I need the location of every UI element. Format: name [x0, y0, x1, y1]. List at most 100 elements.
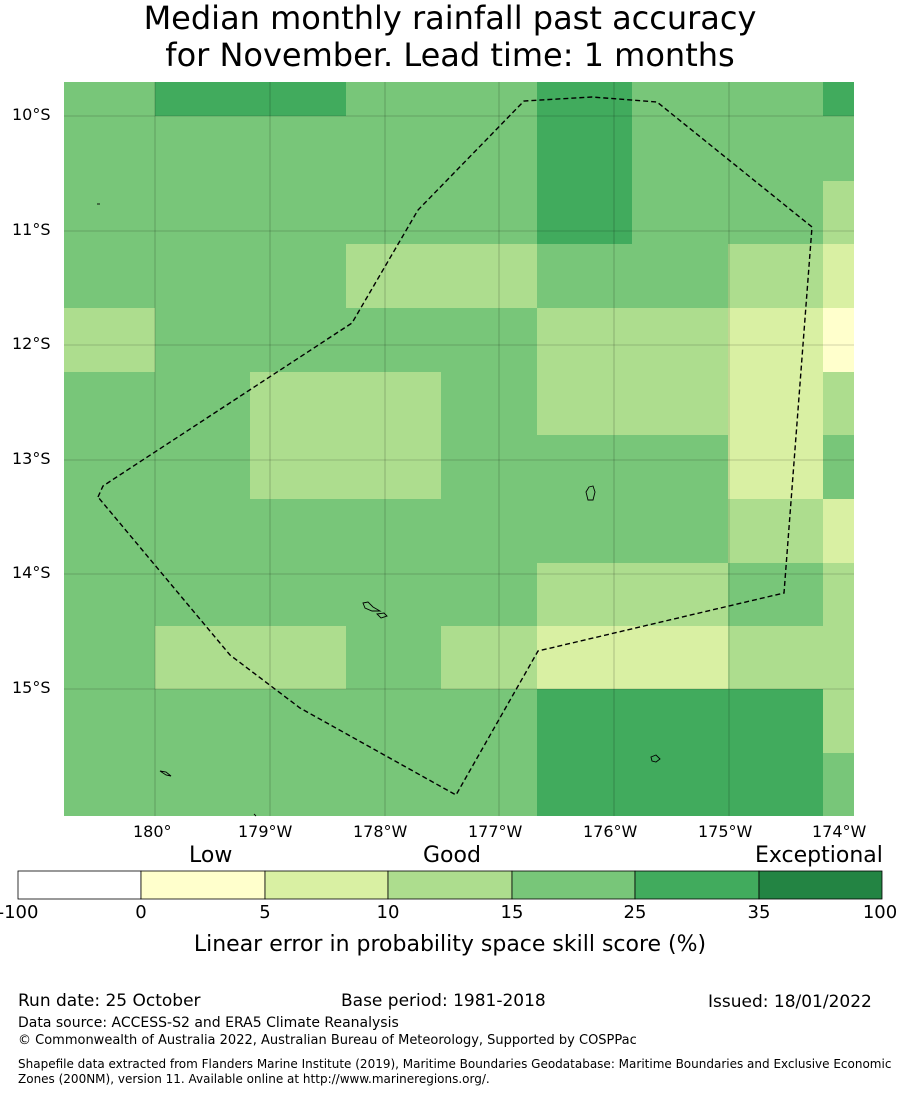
- colorbar-tick: 35: [747, 902, 771, 923]
- grid-cell: [250, 244, 346, 308]
- grid-cell: [64, 435, 155, 499]
- grid-cell: [441, 181, 537, 244]
- grid-cell: [155, 753, 250, 816]
- grid-cell: [537, 689, 632, 753]
- grid-cell: [346, 499, 441, 563]
- grid-cell: [155, 308, 250, 372]
- grid-cell: [728, 689, 823, 753]
- lon-label-176w: 176°W: [583, 822, 638, 841]
- grid-cell: [632, 753, 728, 816]
- grid-cell: [728, 82, 823, 116]
- colorbar-segment: [264, 870, 389, 900]
- colorbar-tick: 0: [135, 902, 147, 923]
- colorbar-category-good: Good: [423, 843, 481, 868]
- grid-cell: [728, 753, 823, 816]
- grid-cell: [823, 116, 854, 181]
- grid-cell: [441, 116, 537, 181]
- lon-label-175w: 175°W: [698, 822, 753, 841]
- grid-cell: [155, 435, 250, 499]
- colorbar: [17, 870, 883, 900]
- grid-cell: [250, 689, 346, 753]
- grid-cell: [632, 181, 728, 244]
- grid-cell: [155, 372, 250, 435]
- islands: [97, 203, 661, 817]
- grid-cell: [441, 626, 537, 689]
- grid-cell: [155, 563, 250, 626]
- grid-cell: [346, 753, 441, 816]
- colorbar-segment: [758, 870, 883, 900]
- grid-cell: [728, 244, 823, 308]
- grid-cell: [537, 753, 632, 816]
- grid-cell: [537, 116, 632, 181]
- grid-cell: [537, 435, 632, 499]
- run-date: Run date: 25 October: [18, 991, 201, 1011]
- grid-cell: [823, 181, 854, 244]
- grid-cell: [155, 244, 250, 308]
- grid-cell: [441, 244, 537, 308]
- grid-cell: [537, 372, 632, 435]
- grid-cell: [250, 82, 346, 116]
- grid-cell: [441, 82, 537, 116]
- grid-cell: [441, 563, 537, 626]
- grid-cell: [346, 435, 441, 499]
- grid-cell: [64, 181, 155, 244]
- lon-label-178w: 178°W: [353, 822, 408, 841]
- grid-cell: [728, 116, 823, 181]
- grid-cell: [346, 563, 441, 626]
- grid-cell: [250, 181, 346, 244]
- grid-cell: [823, 499, 854, 563]
- grid-cell: [537, 626, 632, 689]
- grid-cell: [64, 116, 155, 181]
- grid-cell: [155, 689, 250, 753]
- colorbar-segment: [387, 870, 513, 900]
- grid-cell: [250, 372, 346, 435]
- map-title: Median monthly rainfall past accuracy fo…: [0, 0, 900, 74]
- grid-cell: [441, 308, 537, 372]
- grid-cell: [632, 116, 728, 181]
- grid-cell: [632, 689, 728, 753]
- grid-cell: [823, 563, 854, 626]
- skill-grid: [64, 82, 854, 816]
- grid-cell: [823, 308, 854, 372]
- lat-label-13s: 13°S: [12, 449, 51, 468]
- island-futuna: [650, 754, 661, 763]
- grid-cell: [64, 244, 155, 308]
- grid-cell: [346, 181, 441, 244]
- grid-cell: [728, 181, 823, 244]
- colorbar-segment: [511, 870, 636, 900]
- map-title-line-2: for November. Lead time: 1 months: [165, 36, 735, 74]
- grid-cell: [632, 244, 728, 308]
- copyright-notice: © Commonwealth of Australia 2022, Austra…: [18, 1033, 637, 1048]
- grid-cell: [64, 82, 155, 116]
- grid-cell: [346, 372, 441, 435]
- grid-cell: [632, 372, 728, 435]
- island-tuvalu-east: [585, 485, 596, 501]
- colorbar-tick: 5: [259, 902, 271, 923]
- grid-cell: [250, 116, 346, 181]
- grid-cell: [823, 626, 854, 689]
- grid-cell: [537, 181, 632, 244]
- grid-cell: [155, 82, 250, 116]
- lon-label-180: 180°: [133, 822, 172, 841]
- grid-cell: [64, 308, 155, 372]
- lat-label-15s: 15°S: [12, 678, 51, 697]
- grid-cell: [823, 689, 854, 753]
- grid-cell: [250, 499, 346, 563]
- colorbar-title: Linear error in probability space skill …: [193, 932, 707, 957]
- grid-cell: [64, 626, 155, 689]
- island-southwest: [159, 770, 172, 777]
- colorbar-segment: [634, 870, 760, 900]
- grid-cell: [346, 626, 441, 689]
- grid-cell: [64, 753, 155, 816]
- grid-cell: [537, 563, 632, 626]
- grid-cell: [155, 499, 250, 563]
- colorbar-tick: 100: [862, 902, 898, 923]
- lat-label-10s: 10°S: [12, 105, 51, 124]
- grid-cell: [250, 435, 346, 499]
- lat-label-11s: 11°S: [12, 220, 51, 239]
- island-wallis-east: [376, 612, 388, 619]
- map-title-line-1: Median monthly rainfall past accuracy: [143, 0, 757, 37]
- grid-cell: [632, 626, 728, 689]
- lon-label-177w: 177°W: [468, 822, 523, 841]
